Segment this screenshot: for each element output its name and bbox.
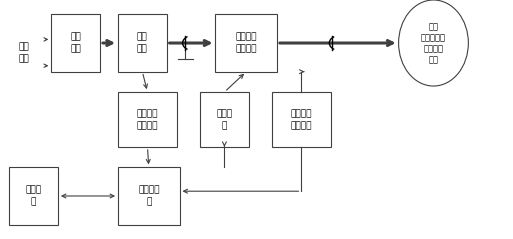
Text: 整流
电路: 整流 电路 bbox=[70, 33, 81, 54]
Bar bbox=[272, 92, 331, 147]
Text: 滤波
电容: 滤波 电容 bbox=[137, 33, 148, 54]
Bar bbox=[118, 14, 167, 72]
Text: 中央控制
器: 中央控制 器 bbox=[138, 185, 160, 206]
Text: 隔离驱
动: 隔离驱 动 bbox=[216, 109, 232, 130]
Bar bbox=[118, 92, 177, 147]
Bar bbox=[118, 167, 180, 225]
Text: 同步
电动机（一
相绕组开
路）: 同步 电动机（一 相绕组开 路） bbox=[421, 22, 446, 64]
Bar bbox=[215, 14, 277, 72]
Text: 交流
电压: 交流 电压 bbox=[19, 42, 29, 63]
Bar bbox=[9, 167, 58, 225]
Text: 人机接
口: 人机接 口 bbox=[26, 185, 42, 206]
Text: 绕组电流
采集电路: 绕组电流 采集电路 bbox=[291, 109, 312, 130]
Ellipse shape bbox=[399, 0, 468, 86]
Text: 两相四开
关逆变器: 两相四开 关逆变器 bbox=[235, 33, 257, 54]
Text: 母线电压
采集电路: 母线电压 采集电路 bbox=[137, 109, 158, 130]
Bar bbox=[51, 14, 100, 72]
Bar bbox=[200, 92, 249, 147]
